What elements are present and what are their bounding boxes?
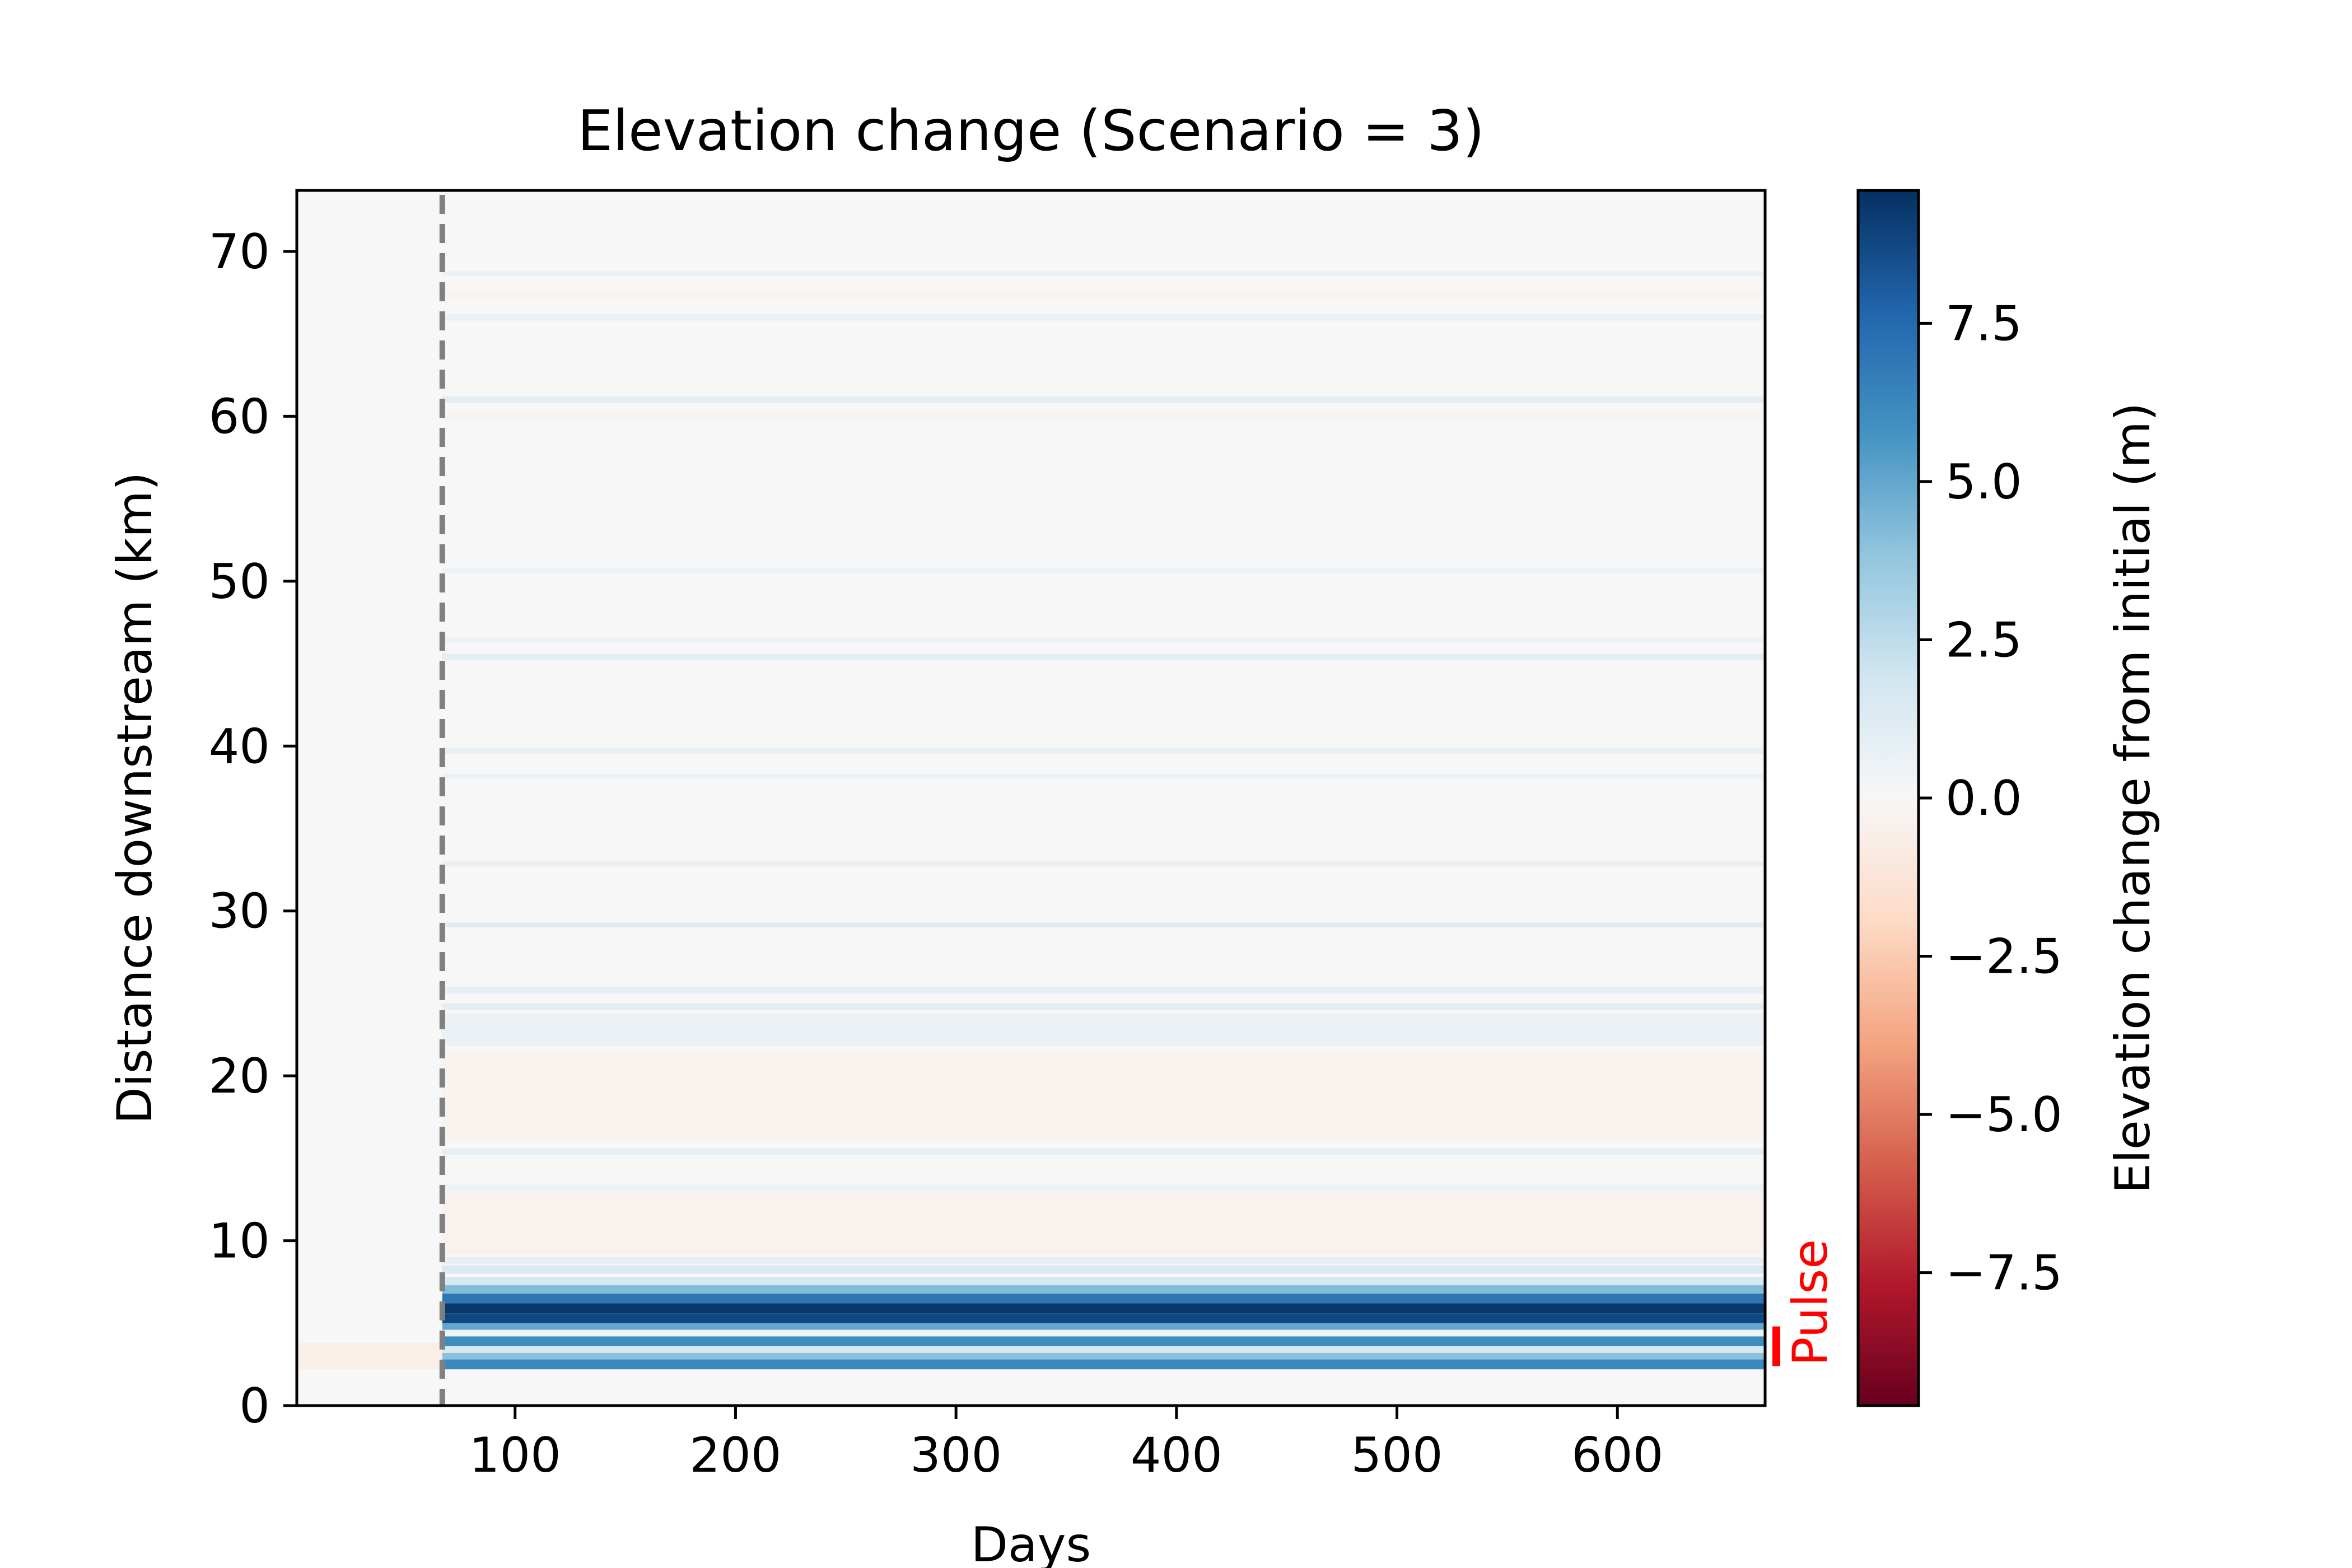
heatmap-band — [297, 1343, 442, 1370]
y-axis-label: Distance downstream (km) — [107, 472, 163, 1124]
x-tick-label: 400 — [1131, 1427, 1222, 1483]
colorbar-tick-label: −2.5 — [1945, 929, 2062, 985]
colorbar-tick-label: 7.5 — [1945, 296, 2022, 352]
heatmap-band — [442, 314, 1765, 321]
heatmap-band — [442, 1013, 1765, 1047]
y-tick-label: 60 — [209, 389, 270, 445]
heatmap-band — [442, 568, 1765, 573]
heatmap-band — [442, 987, 1765, 993]
plot-frame — [295, 189, 1767, 1407]
heatmap-band — [442, 396, 1765, 403]
colorbar-tick-label: −5.0 — [1945, 1087, 2062, 1143]
heatmap-band — [442, 1184, 1765, 1192]
y-tick-label: 0 — [239, 1378, 270, 1434]
y-axis: 0 10 20 30 40 50 60 70 — [209, 224, 297, 1434]
x-tick-label: 500 — [1351, 1427, 1443, 1483]
colorbar-label: Elevation change from initial (m) — [2105, 403, 2161, 1194]
colorbar-tick-label: 2.5 — [1945, 612, 2022, 668]
colorbar-tick-label: −7.5 — [1945, 1245, 2062, 1301]
heatmap-band — [442, 861, 1765, 867]
x-tick-label: 600 — [1571, 1427, 1663, 1483]
heatmap-band — [442, 1265, 1765, 1274]
chart-title: Elevation change (Scenario = 3) — [577, 98, 1485, 164]
x-axis: 100 200 300 400 500 600 — [469, 1406, 1663, 1483]
heatmap-band — [442, 1285, 1765, 1294]
heatmap-band — [442, 1191, 1765, 1254]
heatmap-band — [442, 774, 1765, 780]
colorbar-tick-label: 5.0 — [1945, 454, 2022, 510]
y-tick-label: 40 — [209, 718, 270, 774]
heatmap-band — [442, 1346, 1765, 1353]
heatmap-band — [442, 1277, 1765, 1286]
y-tick-label: 50 — [209, 554, 270, 610]
heatmap-band — [442, 1359, 1765, 1370]
heatmap-band — [442, 654, 1765, 661]
x-tick-label: 300 — [910, 1427, 1002, 1483]
x-tick-label: 200 — [689, 1427, 781, 1483]
y-tick-label: 20 — [209, 1048, 270, 1104]
heatmap-band — [442, 1352, 1765, 1360]
plot-area — [295, 189, 1767, 1407]
heatmap-band — [442, 1323, 1765, 1330]
heatmap-band — [442, 413, 1765, 420]
heatmap-band — [442, 1313, 1765, 1323]
heatmap-band — [442, 1293, 1765, 1304]
heatmap-band — [442, 1329, 1765, 1337]
y-tick-label: 70 — [209, 224, 270, 280]
heatmap-band — [442, 922, 1765, 928]
heatmap-band — [442, 1003, 1765, 1010]
heatmap-band — [442, 1051, 1765, 1142]
heatmap-band — [442, 1336, 1765, 1347]
colorbar: 7.5 5.0 2.5 0.0 −2.5 −5.0 −7.5 Elevation chang… — [1856, 189, 2161, 1407]
y-tick-label: 30 — [209, 884, 270, 940]
pulse-label: Pulse — [1782, 1239, 1838, 1366]
heatmap-band — [442, 1148, 1765, 1155]
heatmap-band — [442, 271, 1765, 277]
heatmap-band — [442, 637, 1765, 642]
heatmap-band — [442, 748, 1765, 754]
heatmap-band — [442, 1303, 1765, 1314]
colorbar-gradient — [1856, 189, 1920, 1407]
pulse-annotation: Pulse — [1772, 1239, 1838, 1366]
y-tick-label: 10 — [209, 1214, 270, 1270]
colorbar-tick-label: 0.0 — [1945, 771, 2022, 827]
heatmap-band — [442, 1257, 1765, 1264]
x-tick-label: 100 — [469, 1427, 561, 1483]
x-axis-label: Days — [971, 1517, 1091, 1568]
heatmap-band — [442, 291, 1765, 298]
